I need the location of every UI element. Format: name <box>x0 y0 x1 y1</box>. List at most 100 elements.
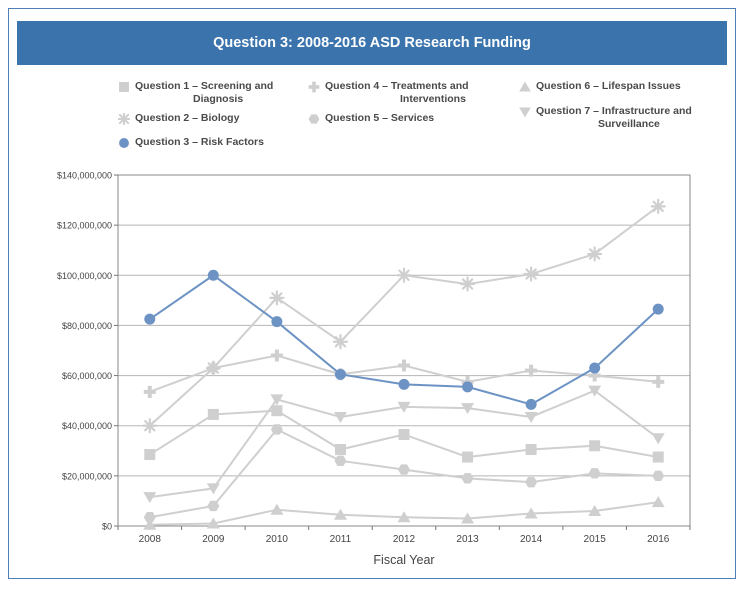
data-point <box>398 378 410 390</box>
data-point <box>207 362 220 375</box>
y-tick-label: $140,000,000 <box>57 171 112 181</box>
series-1 <box>144 405 664 463</box>
data-point <box>588 468 601 479</box>
legend-label-line: Surveillance <box>598 118 660 130</box>
data-point <box>334 444 346 456</box>
chart-title: Question 3: 2008-2016 ASD Research Fundi… <box>17 21 727 65</box>
x-tick-label: 2014 <box>520 534 543 545</box>
legend-symbol-icon <box>118 113 130 125</box>
series-3 <box>144 269 664 410</box>
legend-label: Question 2 – Biology <box>135 112 239 125</box>
x-tick-label: 2016 <box>647 534 670 545</box>
data-point <box>589 440 601 452</box>
x-tick-label: 2015 <box>584 534 607 545</box>
series-5 <box>143 424 665 523</box>
y-tick-label: $80,000,000 <box>62 321 112 331</box>
data-point <box>462 451 474 463</box>
data-point <box>587 246 603 262</box>
legend-label: Question 5 – Services <box>325 112 434 125</box>
data-point <box>271 316 283 328</box>
data-point <box>397 511 411 523</box>
y-tick-label: $60,000,000 <box>62 371 112 381</box>
series-4 <box>143 349 665 398</box>
data-point <box>525 364 538 377</box>
series-2 <box>142 198 666 434</box>
data-point <box>206 483 220 495</box>
data-point <box>397 401 411 413</box>
data-point <box>461 512 475 524</box>
y-tick-label: $120,000,000 <box>57 221 112 231</box>
chart-frame: Question 3: 2008-2016 ASD Research Fundi… <box>8 8 736 579</box>
data-point <box>461 403 475 415</box>
x-axis: 2008 2009 2010 2011 2012 2013 2014 2015 2016 <box>117 526 691 545</box>
data-point <box>651 496 665 508</box>
data-point <box>334 368 346 380</box>
data-point <box>651 433 665 445</box>
data-point <box>525 444 537 456</box>
y-axis: $0 $20,000,000 $40,000,000 $60,000,000 $80,0… <box>57 171 118 532</box>
legend-symbol-icon <box>119 138 129 148</box>
legend-label: Question 3 – Risk Factors <box>135 136 264 149</box>
data-point <box>143 385 156 398</box>
x-tick-label: 2012 <box>393 534 416 545</box>
data-point <box>398 464 410 475</box>
legend-label-line: Question 4 – Treatments and <box>325 80 469 92</box>
data-point <box>144 449 156 461</box>
data-point <box>270 503 284 515</box>
legend-symbol-icon <box>519 107 531 118</box>
series-line <box>149 205 659 427</box>
data-point <box>652 470 665 482</box>
legend-label: Question 1 – Screening and Diagnosis <box>135 80 273 106</box>
data-point <box>270 394 284 406</box>
series-group <box>142 198 666 530</box>
data-point <box>207 500 220 512</box>
data-point <box>270 349 283 362</box>
y-tick-label: $0 <box>102 522 112 532</box>
x-tick-label: 2011 <box>330 534 352 545</box>
data-point <box>334 455 347 467</box>
data-point <box>207 269 219 281</box>
data-point <box>144 313 156 325</box>
data-point <box>589 362 601 374</box>
legend-label: Question 7 – Infrastructure and Surveilla… <box>536 105 692 131</box>
data-point <box>143 512 156 523</box>
legend-symbol-icon <box>519 81 531 92</box>
data-point <box>269 290 285 306</box>
y-tick-label: $40,000,000 <box>62 421 112 431</box>
data-point <box>652 303 664 315</box>
y-tick-label: $20,000,000 <box>62 471 112 481</box>
legend-label-line: Diagnosis <box>193 93 244 105</box>
legend-symbol-icon <box>308 114 320 124</box>
data-point <box>398 359 410 372</box>
x-tick-label: 2013 <box>456 534 479 545</box>
legend-label-line: Question 6 – Lifespan Issues <box>536 80 681 92</box>
data-point <box>143 518 157 530</box>
data-point <box>652 451 664 463</box>
data-point <box>461 473 474 484</box>
data-point <box>652 375 665 388</box>
y-tick-label: $100,000,000 <box>57 271 112 281</box>
data-point <box>333 508 347 520</box>
data-point <box>525 476 538 488</box>
data-point <box>142 418 158 434</box>
legend-label-line: Interventions <box>400 93 466 105</box>
legend-label-line: Question 5 – Services <box>325 112 435 124</box>
legend-label-line: Question 2 – Biology <box>135 112 240 124</box>
data-point <box>270 424 283 435</box>
data-point <box>524 507 538 519</box>
x-tick-label: 2009 <box>202 534 225 545</box>
data-point <box>588 504 602 516</box>
data-point <box>523 266 539 282</box>
data-point <box>524 411 538 423</box>
legend-label-line: Question 7 – Infrastructure and <box>536 105 692 117</box>
data-point <box>459 276 476 292</box>
legend-symbol-icon <box>119 82 129 92</box>
legend-symbol-icon <box>308 81 320 93</box>
data-point <box>588 385 602 397</box>
data-point <box>333 411 347 423</box>
legend-label: Question 6 – Lifespan Issues <box>536 80 681 93</box>
data-point <box>650 198 666 214</box>
data-point <box>588 369 601 382</box>
data-point <box>462 381 474 393</box>
